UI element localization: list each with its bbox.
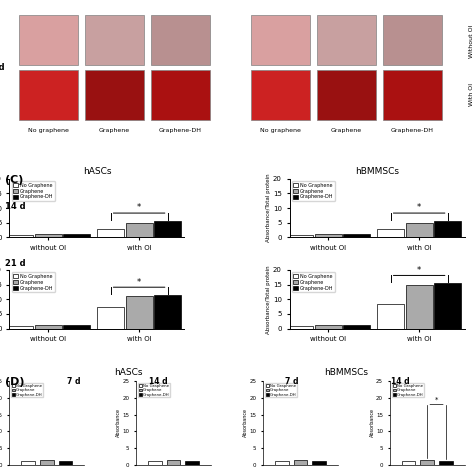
Bar [154, 221, 181, 237]
Y-axis label: Absorbance/Total protein: Absorbance/Total protein [266, 174, 272, 242]
Bar [97, 228, 124, 237]
Text: 14 d: 14 d [391, 377, 410, 386]
Bar [275, 461, 289, 465]
Text: hASCs: hASCs [114, 368, 142, 376]
Bar [97, 307, 124, 328]
Bar [286, 326, 313, 328]
Bar [126, 296, 153, 328]
Y-axis label: Absorbance/Total protein: Absorbance/Total protein [266, 265, 272, 334]
FancyBboxPatch shape [383, 70, 442, 120]
Bar [406, 223, 433, 237]
Bar [343, 234, 371, 237]
Bar [40, 459, 54, 465]
Legend: No Graphene, Graphene, Graphene-DH: No Graphene, Graphene, Graphene-DH [392, 383, 424, 398]
Text: 21 d: 21 d [5, 259, 26, 267]
Bar [64, 234, 91, 237]
Legend: No Graphene, Graphene, Graphene-DH: No Graphene, Graphene, Graphene-DH [292, 272, 335, 292]
Bar [377, 304, 404, 328]
Title: hASCs: hASCs [83, 167, 111, 176]
Text: (C): (C) [5, 175, 23, 185]
FancyBboxPatch shape [18, 70, 78, 120]
Bar [293, 459, 307, 465]
Bar [434, 221, 461, 237]
Text: Without OI: Without OI [469, 24, 474, 58]
FancyBboxPatch shape [84, 70, 144, 120]
FancyBboxPatch shape [251, 70, 310, 120]
Bar [343, 326, 371, 328]
Bar [126, 223, 153, 237]
Y-axis label: Absorbance: Absorbance [370, 408, 374, 438]
FancyBboxPatch shape [18, 15, 78, 65]
Bar [286, 235, 313, 237]
Title: hBMMSCs: hBMMSCs [355, 167, 399, 176]
Bar [312, 461, 326, 465]
Text: *: * [137, 278, 141, 287]
Bar [6, 326, 33, 328]
FancyBboxPatch shape [151, 15, 210, 65]
Bar [420, 459, 434, 465]
Legend: No Graphene, Graphene, Graphene-DH: No Graphene, Graphene, Graphene-DH [12, 272, 55, 292]
Bar [439, 461, 453, 465]
Text: 7 d: 7 d [67, 377, 80, 386]
Bar [148, 461, 162, 465]
Text: 14 d: 14 d [0, 64, 5, 73]
Bar [21, 461, 35, 465]
Text: 7 d: 7 d [285, 377, 298, 386]
Legend: No Graphene, Graphene, Graphene-DH: No Graphene, Graphene, Graphene-DH [11, 383, 44, 398]
Text: *: * [435, 397, 438, 403]
Legend: No Graphene, Graphene, Graphene-DH: No Graphene, Graphene, Graphene-DH [292, 181, 335, 201]
Text: hBMMSCs: hBMMSCs [324, 368, 368, 376]
Text: No graphene: No graphene [260, 128, 301, 134]
Bar [6, 235, 33, 237]
Text: Graphene: Graphene [99, 128, 130, 134]
Bar [406, 284, 433, 328]
Text: (D): (D) [5, 376, 24, 387]
Bar [402, 461, 415, 465]
Text: 14 d: 14 d [5, 202, 26, 210]
Text: With OI: With OI [469, 83, 474, 106]
Text: Graphene-DH: Graphene-DH [159, 128, 201, 134]
FancyBboxPatch shape [317, 15, 376, 65]
Legend: No Graphene, Graphene, Graphene-DH: No Graphene, Graphene, Graphene-DH [138, 383, 170, 398]
Text: *: * [137, 203, 141, 212]
Bar [167, 459, 181, 465]
Bar [59, 461, 72, 465]
FancyBboxPatch shape [151, 70, 210, 120]
Bar [434, 283, 461, 328]
FancyBboxPatch shape [317, 70, 376, 120]
Text: No graphene: No graphene [27, 128, 69, 134]
FancyBboxPatch shape [251, 15, 310, 65]
Text: *: * [417, 266, 421, 275]
Legend: No Graphene, Graphene, Graphene-DH: No Graphene, Graphene, Graphene-DH [265, 383, 297, 398]
Bar [35, 234, 62, 237]
Y-axis label: Absorbance: Absorbance [116, 408, 121, 438]
Bar [64, 326, 91, 328]
Bar [154, 295, 181, 328]
Y-axis label: Absorbance: Absorbance [243, 408, 248, 438]
FancyBboxPatch shape [383, 15, 442, 65]
Bar [35, 325, 62, 328]
Text: 14 d: 14 d [149, 377, 168, 386]
Bar [315, 234, 342, 237]
Bar [377, 228, 404, 237]
Legend: No Graphene, Graphene, Graphene-DH: No Graphene, Graphene, Graphene-DH [12, 181, 55, 201]
Bar [315, 325, 342, 328]
Text: *: * [417, 203, 421, 212]
Bar [185, 461, 199, 465]
Text: Graphene-DH: Graphene-DH [391, 128, 434, 134]
FancyBboxPatch shape [84, 15, 144, 65]
Text: Graphene: Graphene [331, 128, 362, 134]
